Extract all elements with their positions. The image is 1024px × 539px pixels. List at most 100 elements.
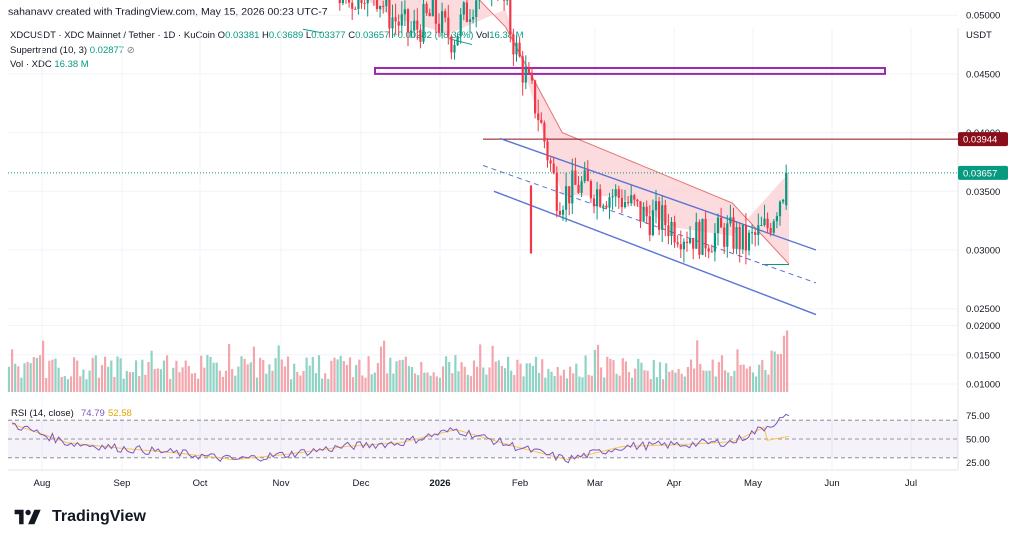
candle-body bbox=[462, 2, 465, 15]
volume-bar bbox=[764, 370, 767, 392]
candle-body bbox=[425, 3, 428, 14]
volume-bar bbox=[696, 340, 699, 392]
candle-body bbox=[589, 181, 592, 199]
time-tick-label: Sep bbox=[114, 478, 131, 489]
supertrend-legend-row[interactable]: Supertrend (10, 3) 0.02877 ⊘ bbox=[10, 44, 524, 59]
candle-body bbox=[568, 186, 571, 204]
volume-bar bbox=[209, 356, 212, 392]
volume-bar bbox=[569, 366, 572, 392]
volume-bar bbox=[497, 360, 500, 392]
volume-bar bbox=[389, 357, 392, 392]
candle-body bbox=[354, 8, 357, 10]
volume-bar bbox=[469, 376, 472, 392]
candle-body bbox=[648, 216, 651, 236]
volume-bar bbox=[637, 358, 640, 392]
volume-bar bbox=[472, 360, 476, 392]
candle-body bbox=[546, 141, 549, 161]
volume-bar bbox=[172, 367, 175, 392]
volume-bar bbox=[702, 370, 705, 392]
symbol-legend-row[interactable]: XDCUSDT · XDC Mainnet / Tether · 1D · Ku… bbox=[10, 29, 524, 44]
volume-label: Vol bbox=[476, 30, 490, 41]
candle-body bbox=[716, 217, 720, 234]
volume-bar bbox=[386, 373, 389, 392]
candle-body bbox=[555, 173, 558, 211]
volume-bar bbox=[581, 377, 584, 392]
volume-bar bbox=[286, 356, 290, 392]
volume-bar bbox=[621, 358, 624, 392]
volume-bar bbox=[410, 367, 414, 392]
volume-bar bbox=[206, 355, 209, 392]
candle-body bbox=[785, 172, 788, 206]
volume-bar bbox=[175, 360, 178, 392]
volume-bar bbox=[525, 363, 528, 392]
volume-bar bbox=[736, 349, 739, 392]
volume-bar bbox=[128, 372, 131, 392]
volume-bar bbox=[243, 358, 246, 392]
volume-bar bbox=[398, 360, 401, 392]
volume-bar bbox=[438, 377, 441, 392]
time-tick-label: Jul bbox=[905, 478, 917, 489]
volume-bar bbox=[584, 355, 587, 392]
candle-body bbox=[348, 0, 351, 3]
volume-bar bbox=[547, 368, 550, 392]
volume-bar bbox=[786, 330, 789, 392]
candle-body bbox=[720, 217, 723, 228]
volume-bar bbox=[190, 373, 193, 392]
volume-bar bbox=[720, 355, 724, 392]
volume-bar bbox=[649, 378, 652, 392]
volume-bar bbox=[476, 366, 479, 392]
volume-bar bbox=[643, 370, 646, 392]
volume-bar bbox=[203, 367, 206, 392]
volume-bar bbox=[330, 360, 333, 392]
candle-body bbox=[685, 241, 689, 243]
volume-bar bbox=[624, 361, 627, 392]
resistance-zone[interactable] bbox=[374, 67, 886, 75]
volume-bar bbox=[212, 362, 215, 392]
volume-bar bbox=[603, 377, 606, 392]
channel-lower-line[interactable] bbox=[493, 190, 817, 316]
volume-bar bbox=[429, 375, 432, 392]
time-axis[interactable]: Aug Sep Oct Nov Dec 2026 Feb Mar Apr May Jun Jul bbox=[8, 469, 958, 489]
supertrend-line bbox=[478, 0, 790, 265]
volume-bar bbox=[689, 359, 693, 392]
candle-body bbox=[738, 227, 741, 250]
hidden-eye-icon[interactable]: ⊘ bbox=[126, 44, 135, 56]
rsi-legend[interactable]: RSI (14, close) 74.79 52.58 bbox=[9, 407, 134, 419]
volume-bars bbox=[7, 330, 789, 392]
volume-bar bbox=[218, 370, 221, 392]
candle-body bbox=[623, 202, 627, 208]
time-tick-label: Feb bbox=[512, 478, 528, 489]
volume-bar bbox=[606, 356, 609, 392]
volume-bar bbox=[782, 335, 786, 392]
volume-bar bbox=[454, 355, 457, 392]
price-tick-label: 0.03500 bbox=[966, 187, 1000, 198]
volume-bar bbox=[51, 359, 54, 392]
volume-bar bbox=[686, 366, 689, 392]
volume-bar bbox=[35, 357, 38, 392]
volume-bar bbox=[268, 364, 271, 392]
volume-bar bbox=[655, 377, 658, 392]
volume-bar bbox=[609, 358, 612, 392]
candle-body bbox=[400, 14, 403, 26]
price-axis[interactable]: 0.065000.060000.055000.050000.045000.040… bbox=[958, 0, 1008, 391]
volume-bar bbox=[640, 362, 643, 392]
volume-bar bbox=[590, 375, 593, 392]
candle-body bbox=[723, 227, 726, 247]
candle-body bbox=[682, 241, 685, 250]
candle-body bbox=[558, 210, 561, 215]
volume-legend-row[interactable]: Vol · XDC 16.38 M bbox=[10, 58, 524, 73]
candle-body bbox=[744, 224, 747, 251]
volume-bar bbox=[274, 358, 277, 392]
candle-body bbox=[406, 9, 410, 33]
volume-bar bbox=[575, 363, 578, 392]
rsi-ma-value: 52.58 bbox=[108, 408, 132, 419]
time-tick-label: Oct bbox=[193, 478, 208, 489]
tradingview-logo[interactable]: TradingView bbox=[12, 508, 146, 526]
channel-upper-line[interactable] bbox=[499, 137, 817, 251]
ohlc-change-value: +0.00282 (+8.36%) bbox=[392, 30, 474, 41]
volume-bar bbox=[699, 363, 702, 392]
volume-bar bbox=[333, 357, 336, 392]
volume-bar bbox=[779, 353, 782, 392]
candle-body bbox=[571, 170, 574, 204]
